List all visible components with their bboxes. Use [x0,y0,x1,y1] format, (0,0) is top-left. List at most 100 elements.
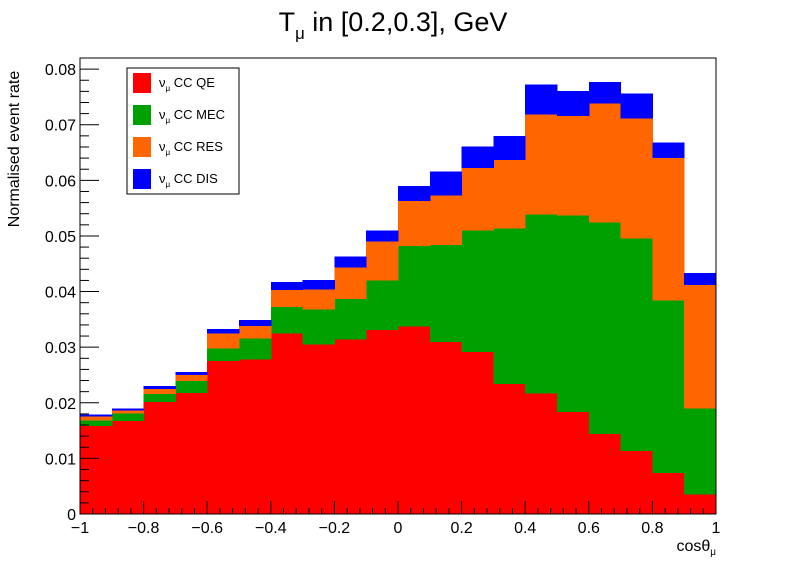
bar-segment [429,244,463,343]
bar-segment [398,245,431,327]
bar-segment [239,326,272,339]
legend-swatch [133,137,151,157]
bar-segment [684,494,717,514]
y-tick-label: 0.07 [45,118,76,135]
bar-segment [366,241,399,281]
y-tick-label: 0.05 [45,229,76,246]
bar-segment [111,410,145,414]
histogram-bars [80,81,717,514]
bar-segment [175,372,208,375]
bar-segment [270,333,304,514]
bar-segment [461,352,494,514]
x-tick-label: 0 [394,520,403,537]
y-tick-label: 0.04 [45,285,76,302]
y-tick-label: 0.08 [45,62,76,79]
y-tick-label: 0.03 [45,340,76,357]
bar-segment [525,84,558,115]
bar-segment [684,284,717,409]
bar-segment [175,374,208,382]
legend-entries: νμ CC QE νμ CC MEC νμ CC RES νμ CC DIS [133,73,225,189]
bar-segment [557,215,590,413]
bar-segment [557,412,590,514]
bar-segment [239,319,272,327]
bar-segment [620,118,653,239]
legend-swatch [133,105,151,125]
bar-segment [302,344,335,514]
series-cc-res [80,103,717,421]
legend-swatch [133,73,151,93]
bar-segment [366,230,399,242]
x-tick-label: 0.2 [450,520,472,537]
bar-segment [270,289,304,308]
x-tick-label: 0.4 [514,520,536,537]
bar-segment [461,230,494,353]
bar-segment [493,228,526,384]
bar-segment [143,402,176,514]
bar-segment [398,185,431,201]
bar-segment [302,309,335,345]
bar-segment [398,200,431,246]
bar-segment [366,280,399,330]
bar-segment [175,381,208,393]
legend: νμ CC QE νμ CC MEC νμ CC RES νμ CC DIS [126,67,240,195]
bar-segment [684,273,717,285]
bar-segment [207,361,240,514]
bar-segment [652,300,685,473]
chart-title: Tμ in [0.2,0.3], GeV [279,7,508,43]
bar-segment [143,386,176,389]
bar-segment [429,342,463,514]
bar-segment [302,279,335,290]
bar-segment [684,408,717,495]
y-tick-label: 0.06 [45,173,76,190]
bar-segment [334,256,367,268]
bar-segment [652,158,685,301]
bar-segment [588,103,622,223]
bar-segment [239,338,272,360]
bar-segment [302,289,335,310]
bar-segment [80,414,113,417]
legend-label: νμ CC MEC [159,107,225,125]
bar-segment [588,222,622,434]
bar-segment [334,267,367,299]
legend-label: νμ CC QE [159,75,215,93]
bar-segment [525,214,558,394]
axes: −1 −0.8 −0.6 −0.4 −0.2 0 0.2 0.4 0.6 0.8 1 0 0.01 0.0… [45,57,721,537]
bar-segment [588,81,622,104]
x-tick-label: −0.6 [191,520,223,537]
series-cc-qe [80,326,717,514]
bar-segment [334,298,367,340]
bar-segment [429,171,463,196]
x-tick-label: 0.8 [641,520,663,537]
bar-segment [207,333,240,349]
y-tick-label: 0.01 [45,451,76,468]
bar-segment [429,195,463,245]
x-tick-label: −1 [71,520,89,537]
bar-segment [111,408,145,411]
bar-segment [143,388,176,394]
bar-segment [557,90,590,116]
bar-segment [270,307,304,334]
bar-segment [461,146,494,169]
bar-segment [111,421,145,514]
bar-segment [270,282,304,290]
bar-segment [588,433,622,514]
bar-segment [525,114,558,215]
bar-segment [620,93,653,119]
bar-segment [334,339,367,514]
bar-segment [493,135,526,160]
bar-segment [493,159,526,229]
x-tick-label: −0.2 [319,520,351,537]
bar-segment [80,420,113,427]
series-cc-dis [80,81,717,417]
bar-segment [366,329,399,514]
x-tick-label: 1 [712,520,721,537]
y-axis-title: Normalised event rate [6,71,23,228]
bar-segment [620,451,653,514]
legend-label: νμ CC DIS [159,171,218,189]
bar-segment [557,115,590,216]
y-tick-label: 0.02 [45,396,76,413]
bar-segment [525,393,558,514]
bar-segment [398,326,431,514]
x-tick-label: 0.6 [578,520,600,537]
